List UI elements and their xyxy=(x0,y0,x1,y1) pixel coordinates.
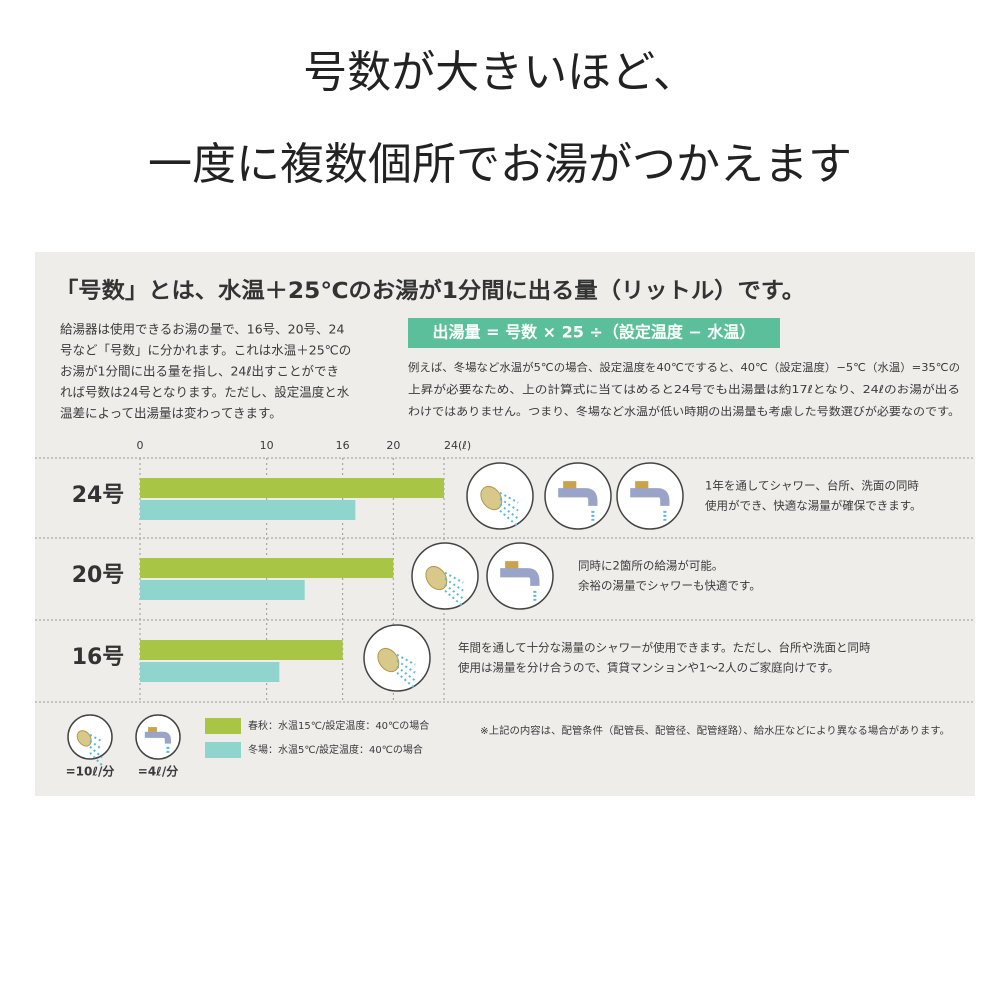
faucet-pipe xyxy=(630,488,670,506)
bar xyxy=(140,580,305,600)
example-line: 上昇が必要なため、上の計算式に当てはめると24号でも出湯量は約17ℓとなり、24… xyxy=(408,382,960,396)
legend-label: 冬場：水温5℃/設定温度：40℃の場合 xyxy=(248,743,423,756)
category-label: 24号 xyxy=(72,483,125,508)
intro-line: 温差によって出湯量は変わってきます。 xyxy=(60,406,282,421)
intro-line: お湯が1分間に出る量を指し、24ℓ出すことができ xyxy=(60,364,339,379)
shower-head xyxy=(480,485,503,511)
water xyxy=(499,491,519,504)
row-description: 年間を通して十分な湯量のシャワーが使用できます。ただし、台所や洗面と同時 xyxy=(458,641,871,655)
x-tick-label: 20 xyxy=(386,439,400,452)
intro-line: 号など「号数」に分かれます。これは水温＋25℃の xyxy=(60,343,351,358)
note: ※上記の内容は、配管条件（配管長、配管径、配管経路）、給水圧などにより異なる場合… xyxy=(480,724,950,737)
bar xyxy=(140,478,444,498)
category-label: 20号 xyxy=(72,563,125,588)
formula: 出湯量 = 号数 × 25 ÷（設定温度 − 水温） xyxy=(433,323,756,342)
row-description: 1年を通してシャワー、台所、洗面の同時 xyxy=(705,479,919,493)
icon-legend-label: =10ℓ/分 xyxy=(66,764,115,779)
title-line: 号数が大きいほど、 xyxy=(303,47,697,98)
bar xyxy=(140,500,356,520)
water xyxy=(499,509,519,528)
water xyxy=(396,671,416,690)
icon-legend-label: =4ℓ/分 xyxy=(138,764,178,779)
faucet-head xyxy=(563,481,577,492)
row-description: 使用ができ、快適な湯量が確保できます。 xyxy=(705,499,922,513)
bar xyxy=(140,662,280,682)
intro-line: れば号数は24号となります。ただし、設定温度と水 xyxy=(60,385,350,400)
bar xyxy=(140,558,394,578)
water xyxy=(499,503,519,520)
title-line: 一度に複数個所でお湯がつかえます xyxy=(148,139,852,190)
x-tick-label: 0 xyxy=(137,439,144,452)
water xyxy=(396,665,416,682)
bar xyxy=(140,640,343,660)
category-label: 16号 xyxy=(72,645,125,670)
faucet-head xyxy=(505,561,519,572)
shower-head xyxy=(377,647,400,673)
faucet-head xyxy=(635,481,649,492)
water xyxy=(444,583,464,600)
formula-box xyxy=(408,318,780,348)
example-line: 例えば、冬場など水温が5℃の場合、設定温度を40℃ですると、40℃（設定温度）−… xyxy=(408,360,960,374)
panel-heading: 「号数」とは、水温＋25℃のお湯が1分間に出る量（リットル）です。 xyxy=(55,278,805,304)
shower-head xyxy=(76,730,92,747)
faucet-pipe xyxy=(500,568,540,586)
intro-line: 給湯器は使用できるお湯の量で、16号、20号、24 xyxy=(60,322,345,337)
faucet-head xyxy=(148,727,157,734)
legend-swatch xyxy=(205,742,241,758)
water xyxy=(396,653,416,666)
faucet-pipe xyxy=(144,731,171,744)
water xyxy=(499,497,519,512)
row-description: 使用は湯量を分け合うので、賃貸マンションや1〜2人のご家庭向けです。 xyxy=(458,661,839,675)
x-tick-label: 10 xyxy=(260,439,274,452)
faucet-pipe xyxy=(558,488,598,506)
x-tick-label: 16 xyxy=(336,439,350,452)
water xyxy=(396,659,416,674)
legend-swatch xyxy=(205,718,241,734)
water xyxy=(444,571,464,584)
shower-head xyxy=(425,565,448,591)
water xyxy=(89,733,103,743)
legend-label: 春秋：水温15℃/設定温度：40℃の場合 xyxy=(248,719,429,732)
water xyxy=(444,577,464,592)
x-tick-label: 24(ℓ) xyxy=(444,439,471,452)
water xyxy=(444,589,464,608)
example-line: わけではありません。つまり、冬場など水温が低い時期の出湯量も考慮した号数選びが必… xyxy=(408,404,960,418)
row-description: 余裕の湯量でシャワーも快適です。 xyxy=(578,579,761,593)
row-description: 同時に2箇所の給湯が可能。 xyxy=(578,559,723,573)
